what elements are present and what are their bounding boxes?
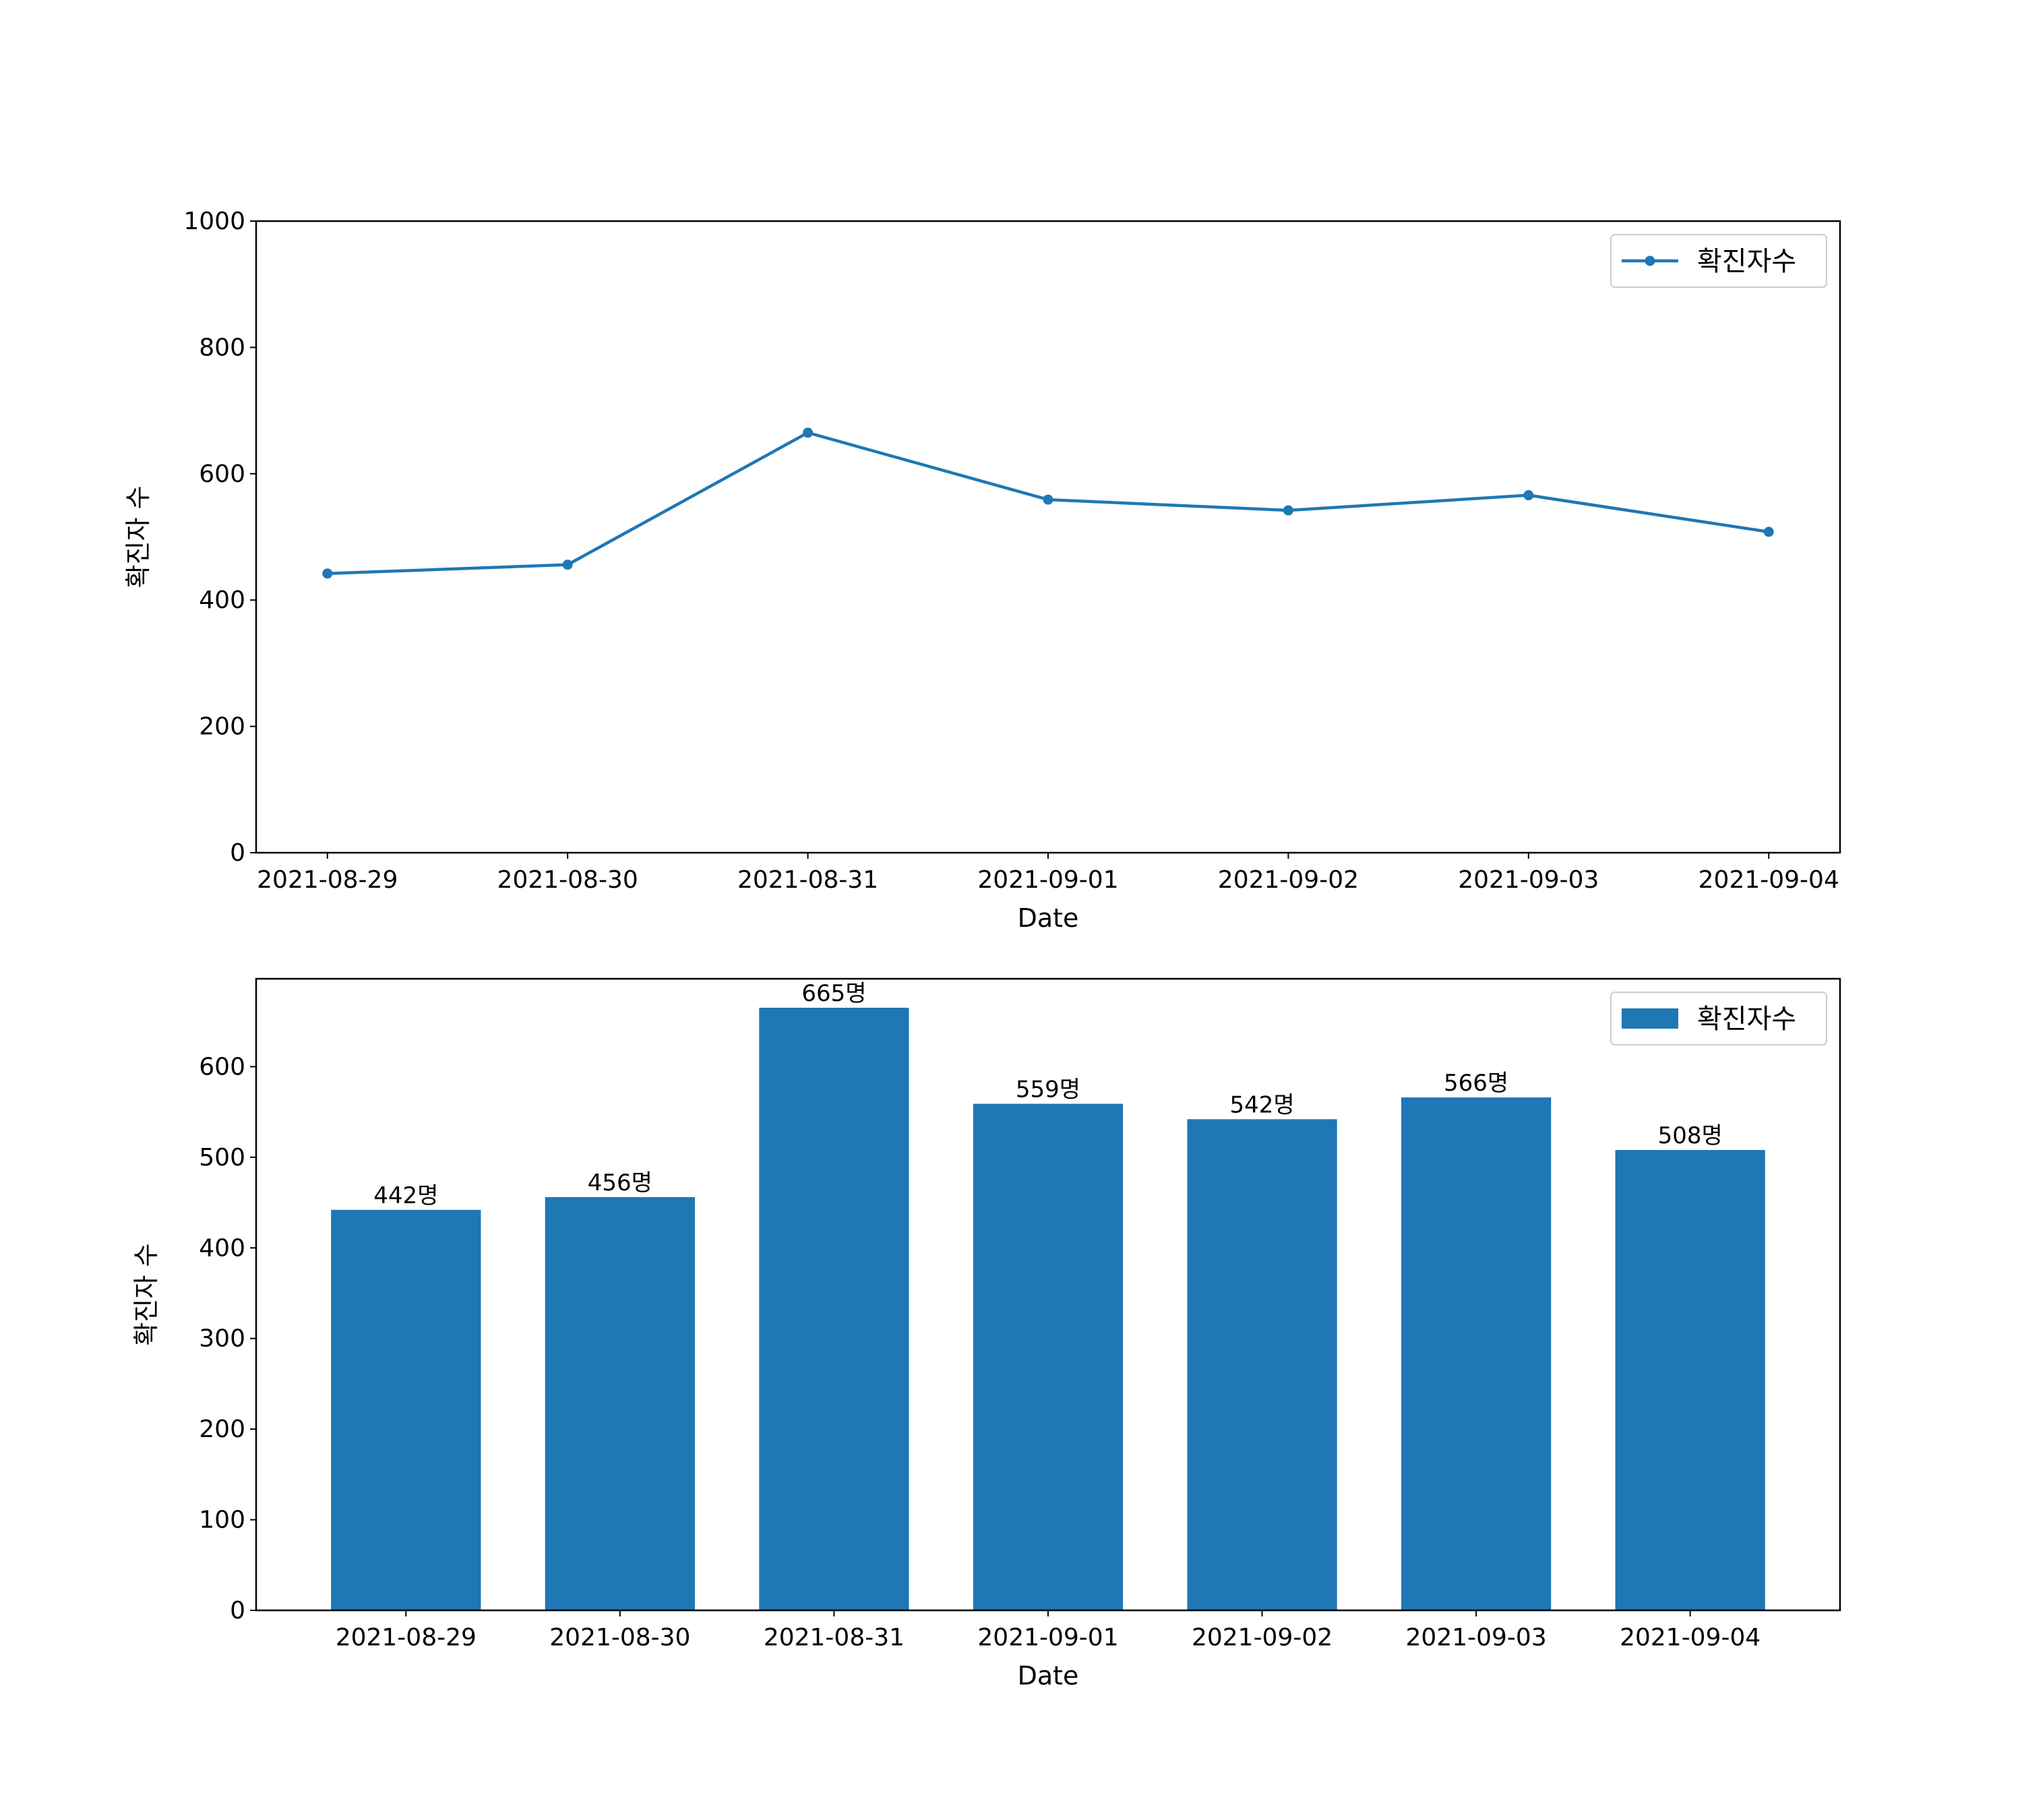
data-point [1283,505,1293,516]
x-tick-label: 2021-08-31 [764,1624,905,1651]
legend-label: 확진자수 [1697,246,1796,277]
x-tick-label: 2021-08-29 [336,1624,477,1651]
y-tick-label: 400 [199,1234,245,1262]
data-point [1763,526,1774,537]
data-point [1523,490,1534,501]
y-axis-label: 확진자 수 [131,1244,161,1346]
legend-marker [1645,255,1655,266]
data-point [562,559,573,570]
x-tick-label: 2021-08-29 [257,866,398,894]
x-tick-label: 2021-09-04 [1698,866,1839,894]
bar [1187,1119,1337,1610]
x-tick-label: 2021-08-30 [549,1624,690,1651]
x-axis-label: Date [1018,1661,1079,1691]
y-tick-label: 200 [199,713,245,741]
y-tick-label: 300 [199,1325,245,1353]
axes-frame [255,977,1841,1612]
data-point [1043,494,1053,505]
y-tick-label: 200 [199,1416,245,1443]
y-tick-label: 600 [199,460,245,488]
bar [973,1103,1124,1610]
legend: 확진자수 [1610,234,1827,288]
axes-frame [255,220,1841,854]
legend-label: 확진자수 [1697,1004,1796,1035]
data-point [803,427,814,438]
y-tick-label: 0 [230,1597,245,1625]
x-tick-label: 2021-08-31 [737,866,878,894]
line-chart: 0 200 400 600 800 1000 2021-08-29 2021-08-30 202… [123,208,1841,933]
y-tick-label: 600 [199,1053,245,1081]
y-tick-label: 1000 [183,208,245,235]
bar [331,1209,481,1610]
y-tick-label: 500 [199,1144,245,1172]
x-tick-label: 2021-09-03 [1406,1624,1547,1651]
y-tick-label: 0 [230,839,245,867]
bar-value-label: 566명 [1444,1070,1508,1097]
bar [759,1008,909,1610]
x-tick-label: 2021-09-01 [977,1624,1118,1651]
x-axis-label: Date [1018,903,1079,933]
bar [1401,1097,1552,1610]
y-tick-label: 400 [199,586,245,614]
x-tick-label: 2021-08-30 [497,866,638,894]
x-tick-label: 2021-09-04 [1620,1624,1760,1651]
bar-value-label: 542명 [1229,1091,1294,1118]
bar-value-label: 508명 [1658,1122,1723,1149]
bar-value-label: 456명 [588,1170,652,1196]
x-tick-label: 2021-09-03 [1458,866,1599,894]
y-tick-label: 800 [199,334,245,361]
y-tick-label: 100 [199,1507,245,1534]
legend-box [1610,992,1827,1045]
x-tick-label: 2021-09-02 [1192,1624,1332,1651]
legend-box [1610,234,1827,288]
data-point [322,568,333,579]
bar-value-label: 442명 [373,1182,438,1209]
legend-bar-swatch [1622,1008,1678,1029]
bar [545,1196,696,1610]
bar-chart: 0 100 200 300 400 500 600 2021-08-29 2021-08-30 2… [131,977,1841,1691]
y-axis-label: 확진자 수 [123,486,153,588]
x-tick-label: 2021-09-01 [977,866,1118,894]
bar-value-label: 559명 [1016,1076,1080,1103]
bar [1615,1150,1765,1610]
bar-value-label: 665명 [801,980,866,1007]
x-tick-label: 2021-09-02 [1218,866,1359,894]
legend: 확진자수 [1610,992,1827,1045]
